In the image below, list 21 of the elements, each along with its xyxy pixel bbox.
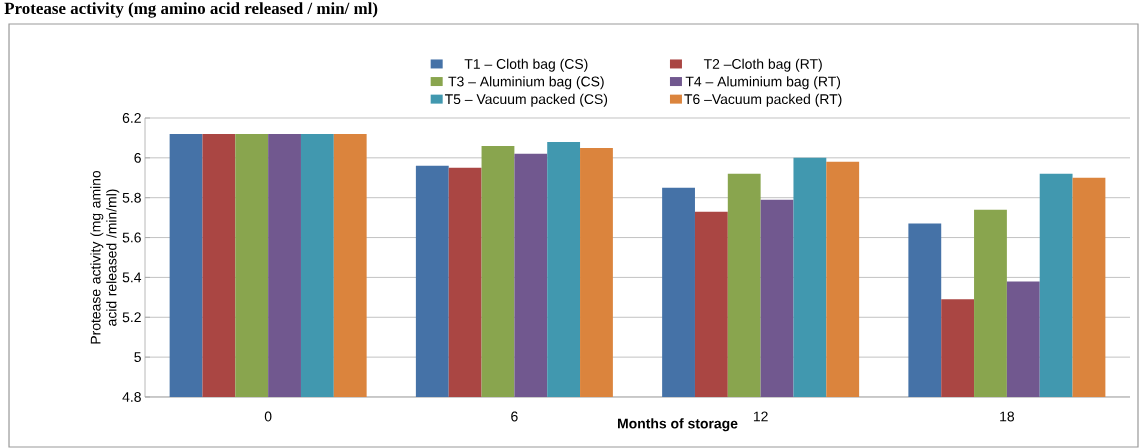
legend-label: T1 – Cloth bag (CS) (464, 58, 588, 72)
y-tick-label: 5.6 (122, 232, 141, 243)
x-tick-label: 0 (264, 411, 272, 422)
y-tick-label: 5.4 (122, 272, 142, 283)
chart-title: Protease activity (mg amino acid released / min/ ml) (4, 2, 378, 18)
y-tick-label: 6.2 (122, 113, 141, 123)
y-tick-label: 4.8 (122, 392, 141, 402)
y-tick-label: 6 (134, 152, 141, 163)
x-axis-title: Months of storage (618, 418, 738, 432)
legend-label: T4 – Aluminium bag (RT) (685, 76, 841, 90)
y-axis-title: Protease activity (mg amino acid released /min/ml) (90, 170, 120, 344)
y-tick-label: 5.8 (122, 192, 141, 203)
legend-label: T6 –Vacuum packed (RT) (684, 93, 842, 107)
x-tick-label: 18 (1000, 411, 1015, 422)
legend-label: T3 – Aluminium bag (CS) (448, 76, 604, 90)
legend-label: T5 – Vacuum packed (CS) (444, 93, 608, 107)
y-tick-label: 5.2 (122, 312, 141, 323)
legend-label: T2 –Cloth bag (RT) (703, 58, 822, 72)
x-tick-label: 12 (753, 411, 768, 422)
y-tick-label: 5 (134, 352, 141, 362)
x-tick-label: 6 (511, 411, 518, 422)
